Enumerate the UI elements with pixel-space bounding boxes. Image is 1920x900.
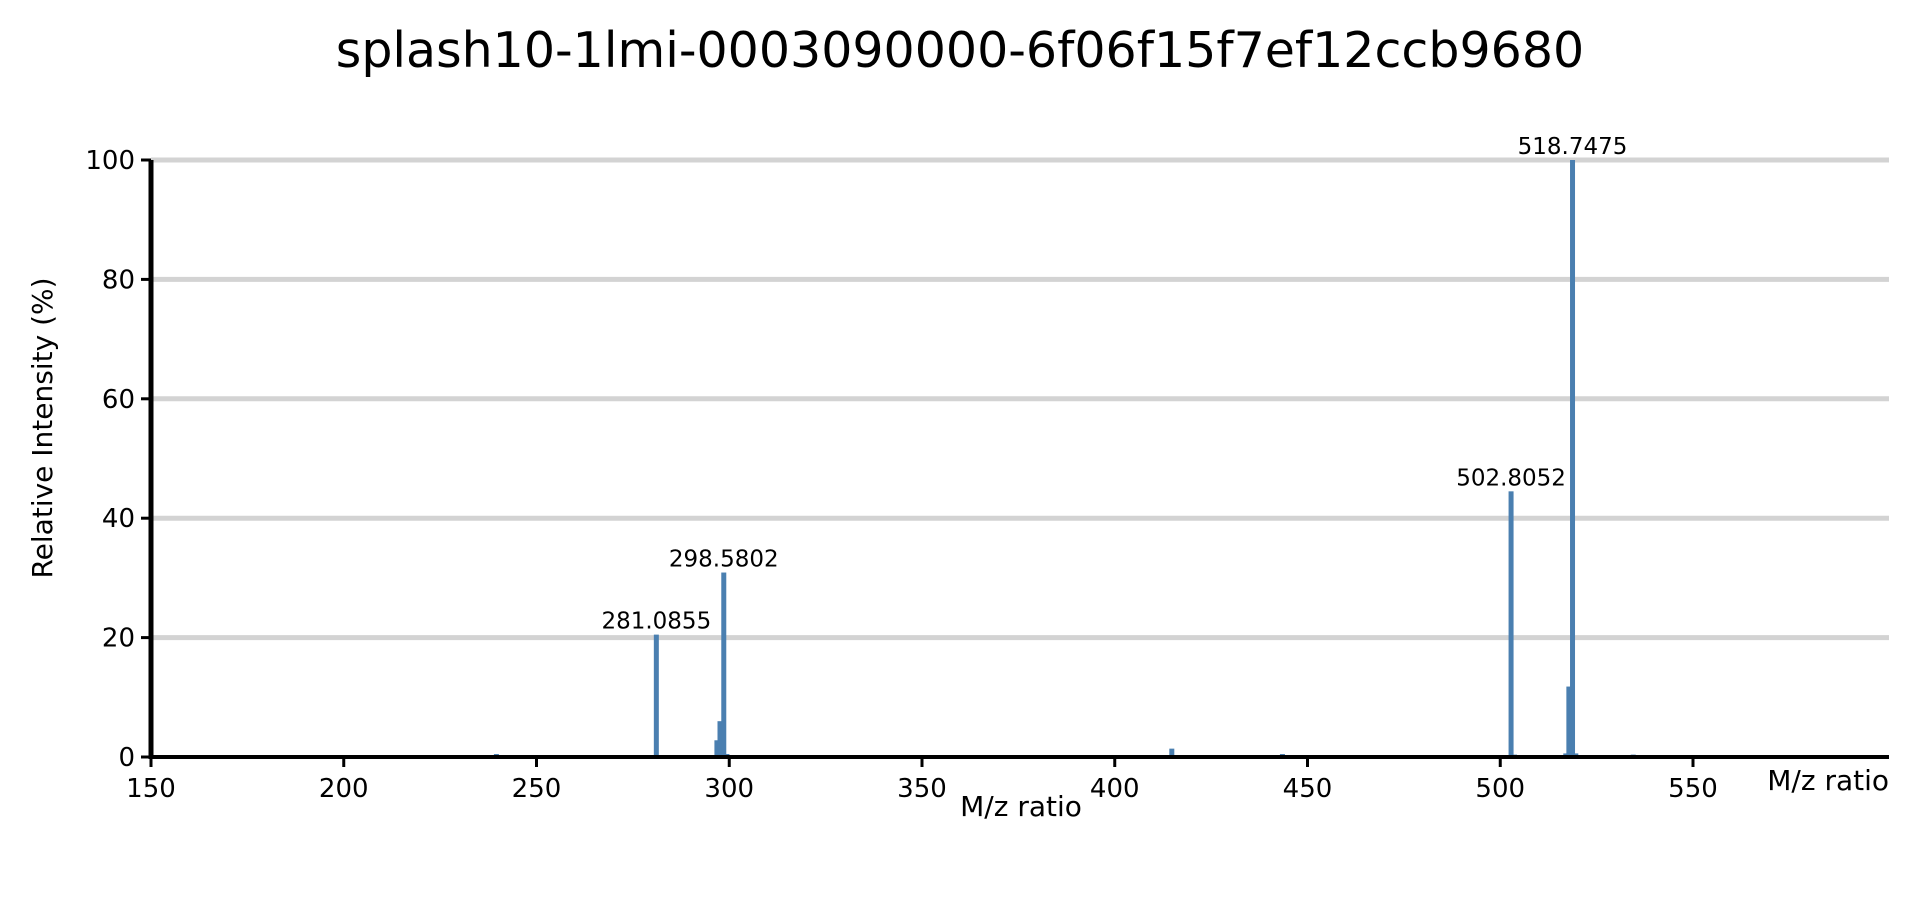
y-tick-label: 40 — [102, 504, 135, 534]
peak-bars — [342, 160, 1636, 757]
peak-bar — [717, 721, 723, 757]
x-tick-label: 250 — [512, 774, 562, 804]
y-tick-label: 80 — [102, 265, 135, 295]
x-axis-title: M/z ratio — [960, 790, 1082, 823]
chart-title: splash10-1lmi-0003090000-6f06f15f7ef12cc… — [335, 22, 1585, 79]
x-tick-label: 400 — [1090, 774, 1140, 804]
x-tick-label: 550 — [1668, 774, 1718, 804]
peak-bar — [721, 572, 727, 757]
x-tick-label: 150 — [126, 774, 176, 804]
peak-label: 298.5802 — [669, 547, 779, 573]
peak-bar — [1508, 491, 1514, 757]
peak-bar — [1570, 160, 1576, 757]
x-tick-label: 200 — [319, 774, 369, 804]
peak-bar — [1566, 686, 1572, 757]
x-tick-label: 350 — [897, 774, 947, 804]
peak-bar — [653, 634, 659, 757]
x-tick-label: 500 — [1475, 774, 1525, 804]
peak-label: 502.8052 — [1456, 465, 1566, 491]
y-tick-label: 20 — [102, 624, 135, 654]
peak-bar — [1169, 748, 1175, 757]
axis-ticks: 0 20 40 60 80 100 150 200 250 300 350 400 450 500 550 — [85, 146, 1717, 804]
y-axis-title: Relative Intensity (%) — [26, 277, 59, 578]
peak-label: 281.0855 — [601, 609, 711, 635]
x-axis-end-label: M/z ratio — [1767, 764, 1889, 797]
peak-labels: 281.0855 298.5802 502.8052 518.7475 — [601, 134, 1627, 635]
peak-label: 518.7475 — [1518, 134, 1628, 160]
x-tick-label: 450 — [1283, 774, 1333, 804]
y-tick-label: 60 — [102, 385, 135, 415]
y-tick-label: 100 — [85, 146, 135, 176]
x-tick-label: 300 — [704, 774, 754, 804]
y-tick-label: 0 — [118, 743, 135, 773]
axes — [148, 160, 1889, 759]
grid-lines — [151, 157, 1889, 641]
peak-bar — [714, 740, 720, 757]
